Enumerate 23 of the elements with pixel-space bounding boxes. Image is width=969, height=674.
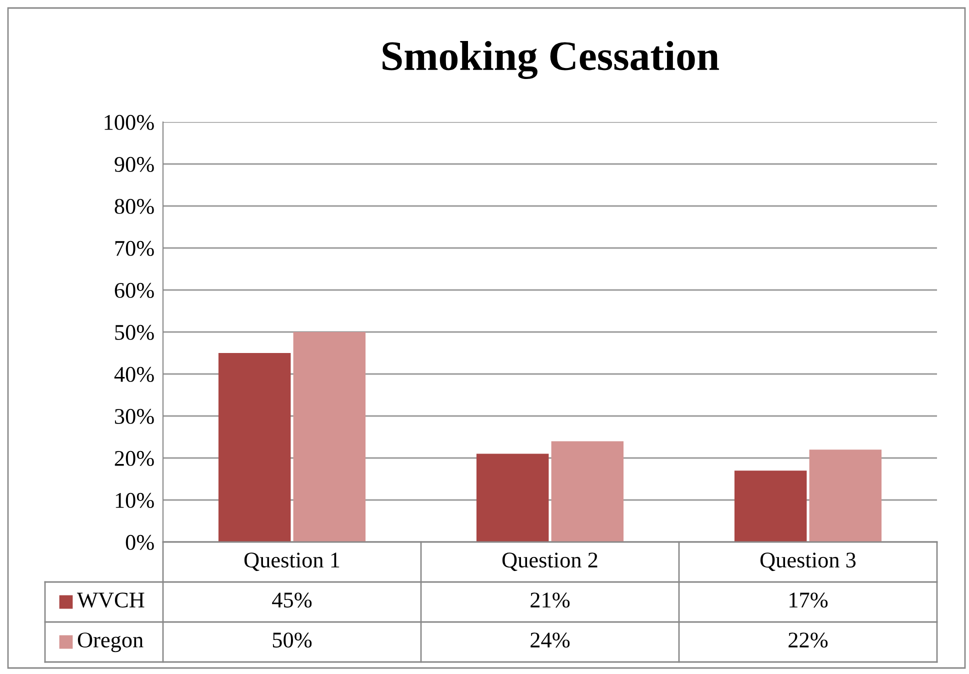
data-label: 24% (530, 632, 570, 648)
y-tick-label: 20% (114, 450, 154, 466)
data-label: 22% (788, 632, 828, 648)
y-tick-label: 80% (114, 198, 154, 214)
legend-label: Oregon (78, 632, 144, 652)
y-tick-label: 70% (115, 240, 154, 256)
x-tick-label: Question 1 (244, 552, 340, 571)
data-label: 50% (272, 632, 312, 648)
y-tick-label: 30% (114, 408, 154, 424)
chart-title: Smoking Cessation (382, 40, 719, 80)
x-tick-label: Question 3 (760, 552, 856, 571)
y-tick-label: 100% (104, 114, 154, 130)
y-tick-label: 60% (114, 282, 154, 298)
data-label: 17% (790, 592, 828, 608)
legend-label: WVCH (77, 592, 144, 608)
x-tick-label: Question 2 (502, 552, 598, 571)
y-tick-label: 40% (114, 366, 154, 382)
y-tick-label: 0% (126, 534, 154, 550)
y-tick-label: 10% (116, 492, 154, 508)
data-label: 45% (272, 592, 312, 608)
y-tick-label: 90% (114, 156, 154, 172)
y-tick-label: 50% (115, 324, 154, 340)
data-label: 21% (530, 592, 570, 608)
